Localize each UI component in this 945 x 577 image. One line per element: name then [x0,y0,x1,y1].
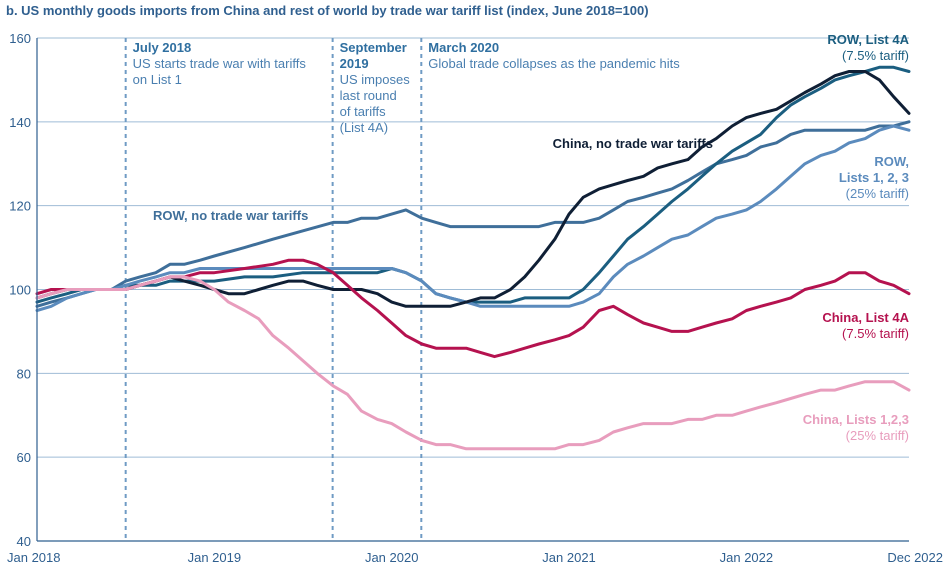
gridlines [37,37,909,542]
y-tick-label: 140 [9,115,31,130]
series-line-4 [35,70,911,308]
x-tick-label: Jan 2021 [542,550,596,565]
series-line-2 [35,65,911,304]
x-tick-label: Dec 2022 [887,550,943,565]
event-text: Global trade collapses as the pandemic h… [428,56,680,71]
axes: 40 60 80 100 120 140 160 Jan 2018 Jan 2019 Jan 20… [7,31,943,565]
y-tick-label: 160 [9,31,31,46]
series-label: ROW, no trade war tariffs [153,208,308,223]
series-lines [35,65,911,451]
event-heading: 2019 [340,56,369,71]
series-label: ROW, [874,154,909,169]
y-tick-label: 100 [9,283,31,298]
x-tick-label: Jan 2018 [7,550,61,565]
series-label: China, List 4A [822,310,909,325]
event-heading: July 2018 [133,40,192,55]
y-tick-label: 120 [9,199,31,214]
series-labels: ROW, List 4A(7.5% tariff)China, no trade… [153,32,910,443]
y-tick-label: 60 [17,450,31,465]
event-text: US imposes [340,72,411,87]
x-tick-label: Jan 2020 [365,550,419,565]
series-label: China, Lists 1,2,3 [803,412,909,427]
series-line-1 [35,120,911,308]
event-text: on List 1 [133,72,182,87]
series-line-3 [35,124,911,312]
event-text: (List 4A) [340,120,388,135]
series-label: (7.5% tariff) [842,326,909,341]
x-tick-label: Jan 2019 [188,550,242,565]
event-text: last round [340,88,397,103]
series-label: (25% tariff) [846,186,909,201]
chart-title: b. US monthly goods imports from China a… [6,3,649,18]
y-tick-label: 40 [17,534,31,549]
series-label: Lists 1, 2, 3 [839,170,909,185]
event-text: US starts trade war with tariffs [133,56,307,71]
event-heading: March 2020 [428,40,499,55]
series-label: China, no trade war tariffs [553,136,713,151]
x-tick-label: Jan 2022 [720,550,774,565]
series-label: (25% tariff) [846,428,909,443]
series-label: (7.5% tariff) [842,48,909,63]
event-text: of tariffs [340,104,387,119]
event-heading: September [340,40,407,55]
series-line-6 [35,275,911,451]
series-label: ROW, List 4A [827,32,909,47]
y-tick-label: 80 [17,366,31,381]
